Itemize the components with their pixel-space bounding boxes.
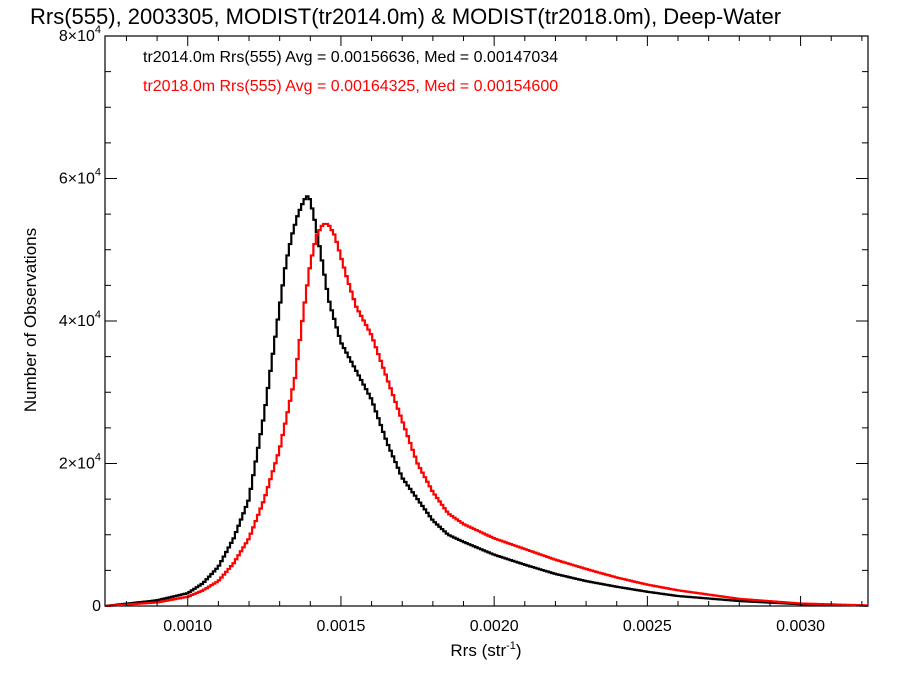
legend-entry-tr2018: tr2018.0m Rrs(555) Avg = 0.00164325, Med… xyxy=(143,78,558,95)
x-tick-label: 0.0025 xyxy=(623,618,672,635)
y-tick-label: 4×104 xyxy=(59,309,101,330)
x-tick-label: 0.0030 xyxy=(776,618,825,635)
series-lines xyxy=(105,195,869,608)
y-tick-label: 6×104 xyxy=(59,167,101,188)
y-tick-label: 0 xyxy=(92,598,101,615)
x-tick-label: 0.0020 xyxy=(470,618,519,635)
y-axis-label: Number of Observations xyxy=(21,228,40,412)
plot-area-border xyxy=(104,35,869,607)
x-axis-label: Rrs (str-1) xyxy=(450,640,521,660)
plot-frame xyxy=(104,35,869,607)
axis-ticks: 0.0010 0.0015 0.0020 0.0025 0.0030 0 2×104 4×10… xyxy=(59,24,868,635)
series-tr2014-line xyxy=(105,195,869,607)
y-tick-label: 2×104 xyxy=(59,452,101,473)
legend-entry-tr2014: tr2014.0m Rrs(555) Avg = 0.00156636, Med… xyxy=(143,49,558,66)
x-tick-label: 0.0010 xyxy=(163,618,212,635)
series-tr2018-line xyxy=(105,222,869,608)
y-tick-label: 8×104 xyxy=(59,24,101,45)
chart-title: Rrs(555), 2003305, MODIST(tr2014.0m) & M… xyxy=(30,4,781,29)
x-tick-label: 0.0015 xyxy=(316,618,365,635)
